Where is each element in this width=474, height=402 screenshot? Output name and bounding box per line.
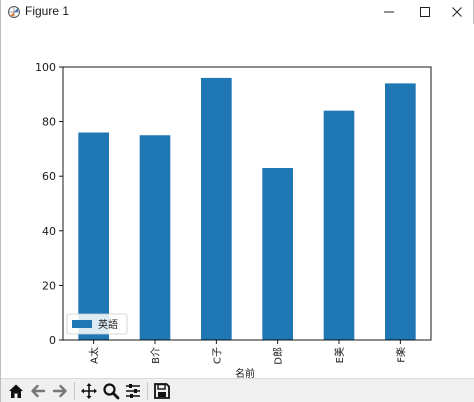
- sliders-icon: [126, 383, 140, 398]
- x-axis-label: 名前: [235, 367, 255, 378]
- forward-arrow-icon: [52, 384, 67, 397]
- x-tick-label: F楽: [394, 347, 407, 363]
- x-tick-label: A太: [88, 347, 101, 364]
- minimize-button[interactable]: [371, 0, 407, 24]
- save-icon: [154, 382, 170, 399]
- back-arrow-icon: [31, 384, 46, 397]
- zoom-icon: [103, 382, 120, 399]
- x-tick-label: E美: [333, 347, 346, 363]
- y-tick-label: 20: [42, 279, 56, 292]
- plot-frame: [62, 66, 432, 341]
- toolbar-separator: [147, 381, 148, 400]
- bar: [201, 77, 232, 341]
- figure-icon: [8, 6, 20, 18]
- figure-canvas[interactable]: 0 20 40 60 80 100 A太 B介 C子 D郎 E美 F楽名前 英語: [1, 24, 474, 378]
- y-tick-label: 100: [35, 61, 56, 74]
- zoom-button[interactable]: [100, 380, 122, 402]
- y-tick-label: 80: [42, 116, 56, 129]
- bar: [78, 132, 109, 340]
- legend-swatch: [72, 320, 92, 328]
- maximize-button[interactable]: [407, 0, 443, 24]
- back-button[interactable]: [27, 380, 49, 402]
- bar: [262, 168, 293, 340]
- x-tick-label: B介: [150, 347, 162, 364]
- title-bar[interactable]: Figure 1: [1, 0, 473, 25]
- y-tick-label: 0: [49, 334, 56, 347]
- minimize-icon: [384, 11, 394, 13]
- legend-box: [66, 313, 128, 335]
- subplots-button[interactable]: [122, 380, 144, 402]
- home-button[interactable]: [5, 380, 27, 402]
- bar: [139, 135, 171, 340]
- save-button[interactable]: [151, 380, 173, 402]
- toolbar-separator: [74, 381, 75, 400]
- window-title: Figure 1: [25, 4, 70, 18]
- bar: [385, 83, 416, 340]
- pan-button[interactable]: [78, 380, 100, 402]
- forward-button[interactable]: [49, 380, 71, 402]
- close-button[interactable]: [439, 0, 474, 24]
- bar: [323, 110, 355, 341]
- pan-icon: [81, 382, 97, 399]
- x-tick-label: C子: [211, 347, 223, 364]
- y-tick-label: 60: [42, 170, 56, 183]
- navigation-toolbar: [1, 378, 474, 402]
- close-icon: [452, 7, 462, 17]
- y-tick-label: 40: [42, 225, 56, 238]
- maximize-icon: [420, 7, 430, 17]
- home-icon: [9, 384, 23, 398]
- x-tick-label: D郎: [272, 347, 285, 365]
- legend-label: 英語: [98, 318, 118, 331]
